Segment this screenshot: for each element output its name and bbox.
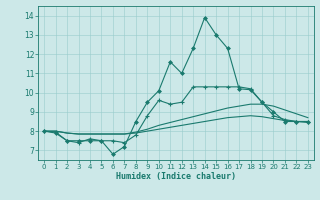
- X-axis label: Humidex (Indice chaleur): Humidex (Indice chaleur): [116, 172, 236, 181]
